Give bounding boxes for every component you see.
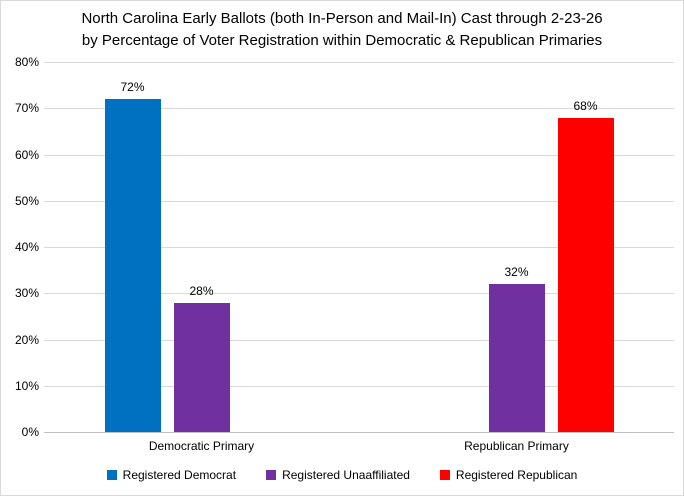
- y-tick-label-80: 80%: [14, 55, 39, 69]
- y-tick-label-60: 60%: [14, 147, 39, 162]
- gridline-40: [44, 247, 674, 248]
- legend-marker-registered-democrat-icon: [106, 470, 117, 480]
- x-axis: Democratic Primary Republican Primary: [44, 439, 674, 455]
- legend-item-registered-democrat: Registered Democrat: [106, 467, 237, 483]
- bar-registered-unaaffiliated-republican-primary: [488, 284, 545, 432]
- gridline-60: [44, 154, 674, 156]
- legend-marker-registered-unaaffiliated-icon: [266, 470, 277, 480]
- legend-item-registered-unaaffiliated: Registered Unaaffiliated: [266, 468, 410, 483]
- gridline-50: [44, 200, 674, 202]
- chart-title: North Carolina Early Ballots (both In-Pe…: [1, 8, 683, 52]
- y-tick-label-70: 70%: [14, 101, 39, 116]
- legend-item-registered-republican: Registered Republican: [439, 467, 578, 483]
- x-axis-label-republican-primary: Republican Primary: [464, 439, 569, 453]
- legend-label-registered-democrat: Registered Democrat: [122, 467, 237, 482]
- gridline-30: [44, 293, 674, 295]
- bar-registered-unaaffiliated-democratic-primary: [173, 302, 230, 432]
- gridline-20: [44, 339, 674, 341]
- bar-registered-republican-republican-primary: [557, 117, 614, 432]
- data-label-registered-democrat-democratic-primary: 72%: [120, 80, 145, 94]
- legend: Registered Democrat Registered Unaaffilia…: [1, 465, 683, 485]
- y-tick-label-50: 50%: [14, 193, 39, 208]
- y-tick-label-20: 20%: [14, 332, 39, 347]
- y-tick-label-0: 0%: [21, 425, 39, 439]
- bar-registered-democrat-democratic-primary: [104, 99, 161, 432]
- plot-area: 72% 28% 32% 68%: [44, 62, 674, 433]
- data-label-registered-unaaffiliated-republican-primary: 32%: [504, 265, 529, 279]
- legend-marker-registered-republican-icon: [439, 470, 450, 480]
- x-axis-label-democratic-primary: Democratic Primary: [148, 439, 255, 453]
- gridline-10: [44, 385, 674, 387]
- legend-label-registered-republican: Registered Republican: [455, 467, 578, 482]
- gridline-80: [44, 62, 674, 63]
- data-label-registered-republican-republican-primary: 68%: [573, 98, 598, 113]
- y-tick-label-10: 10%: [14, 378, 39, 393]
- data-label-registered-unaaffiliated-democratic-primary: 28%: [189, 283, 214, 298]
- legend-label-registered-unaaffiliated: Registered Unaaffiliated: [282, 467, 410, 482]
- gridline-70: [44, 108, 674, 110]
- chart-title-line-2: by Percentage of Voter Registration with…: [81, 32, 603, 49]
- y-axis: 0% 10% 20% 30% 40% 50% 60% 70% 80%: [1, 55, 39, 439]
- chart-title-line-1: North Carolina Early Ballots (both In-Pe…: [81, 10, 603, 27]
- y-tick-label-30: 30%: [14, 286, 39, 301]
- y-tick-label-40: 40%: [14, 240, 39, 254]
